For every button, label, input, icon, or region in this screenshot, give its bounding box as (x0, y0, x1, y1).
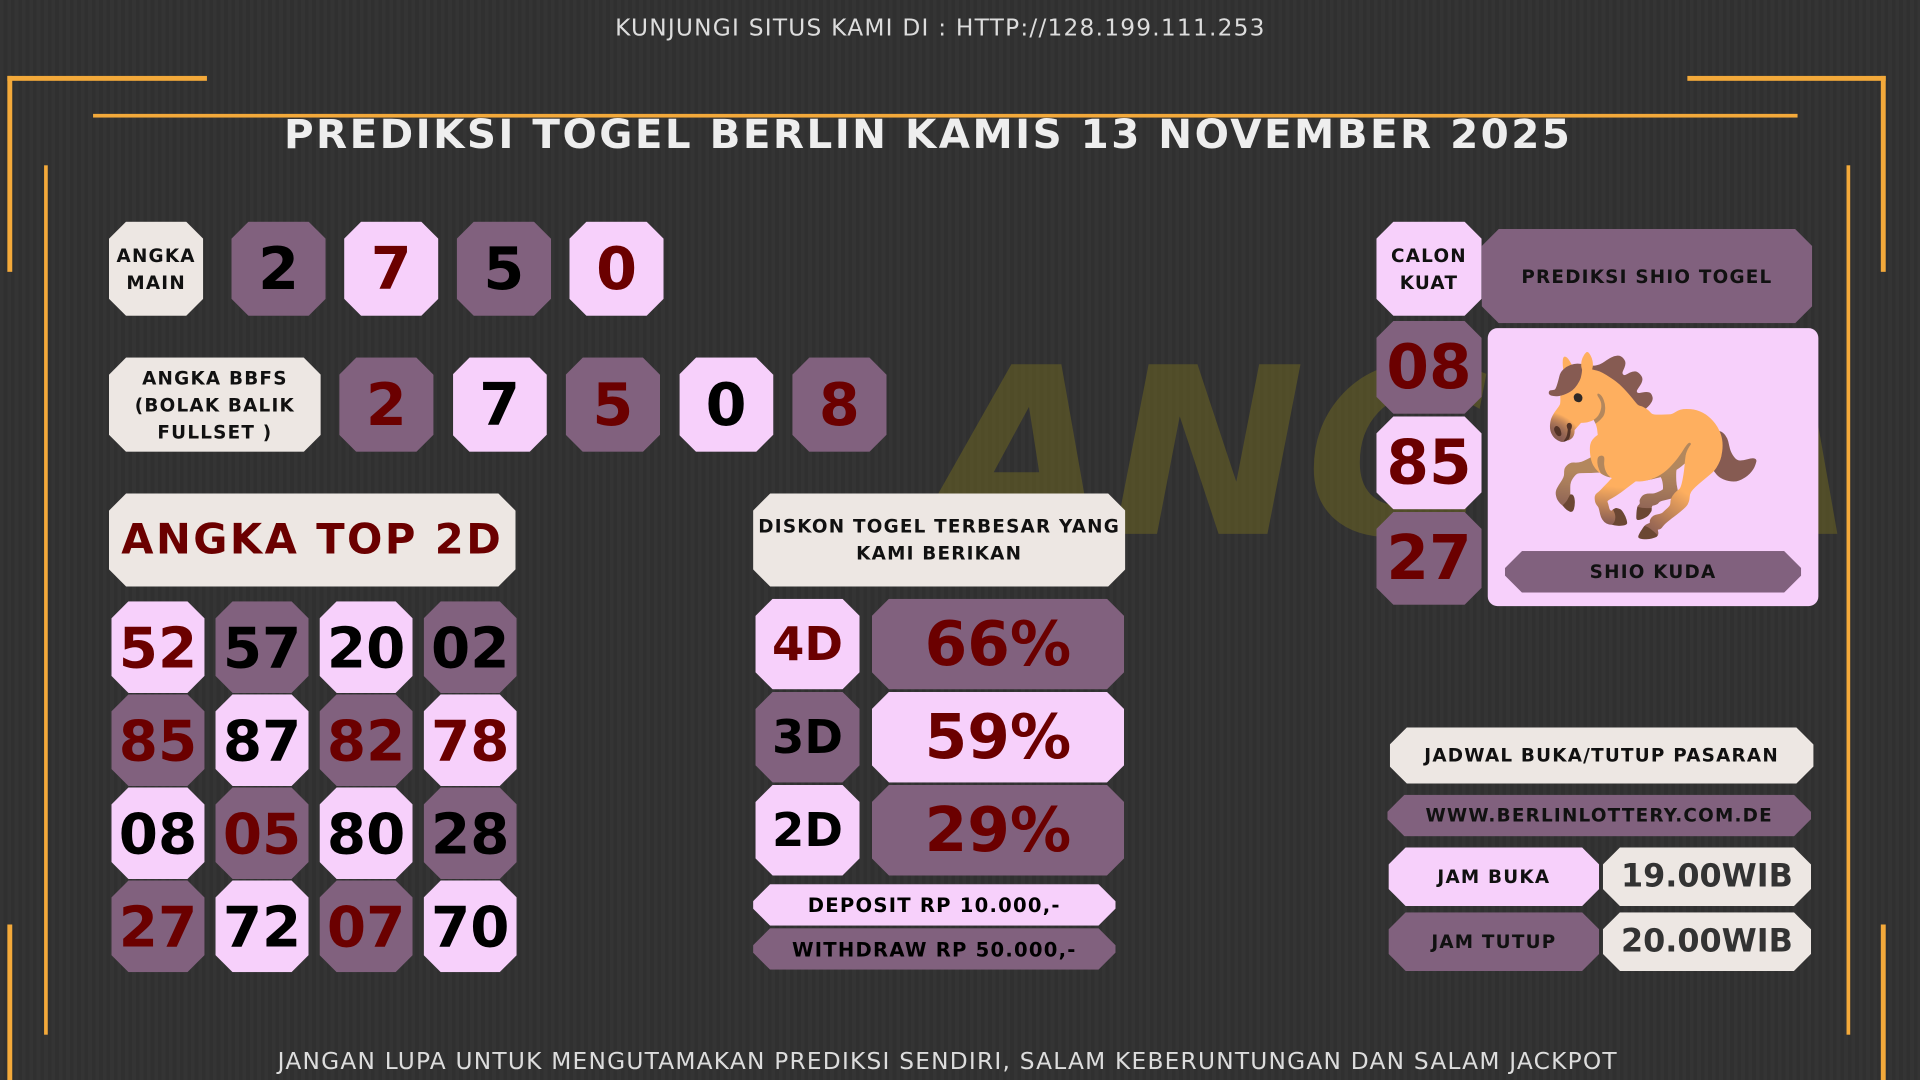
top2d-number: 87 (216, 694, 309, 786)
angka-main-digit: 7 (344, 222, 438, 316)
top2d-number: 72 (216, 880, 309, 972)
diskon-value: 29% (872, 785, 1124, 876)
diskon-type: 3D (756, 692, 860, 783)
top2d-number: 57 (216, 601, 309, 693)
angka-main-label: ANGKA MAIN (109, 222, 203, 316)
diskon-title: DISKON TOGEL TERBESAR YANG KAMI BERIKAN (753, 493, 1125, 586)
top2d-number: 20 (320, 601, 413, 693)
top2d-number: 70 (424, 880, 517, 972)
top2d-number: 02 (424, 601, 517, 693)
bbfs-digit: 0 (679, 358, 773, 452)
diskon-value: 59% (872, 692, 1124, 783)
jam-tutup-value: 20.00WIB (1603, 912, 1811, 971)
frame-line (7, 924, 13, 1080)
jam-buka-value: 19.00WIB (1603, 847, 1811, 906)
top2d-number: 85 (111, 694, 204, 786)
bbfs-label: ANGKA BBFS (BOLAK BALIK FULLSET ) (109, 358, 321, 452)
frame-line (1687, 75, 1886, 81)
frame-line (1880, 924, 1886, 1080)
top2d-number: 05 (216, 787, 309, 879)
top2d-number: 80 (320, 787, 413, 879)
deposit-info: DEPOSIT RP 10.000,- (753, 884, 1115, 926)
bbfs-digit: 8 (792, 358, 886, 452)
top2d-number: 28 (424, 787, 517, 879)
top2d-number: 08 (111, 787, 204, 879)
calon-kuat-number: 85 (1376, 416, 1481, 509)
top2d-number: 07 (320, 880, 413, 972)
jadwal-title: JADWAL BUKA/TUTUP PASARAN (1390, 727, 1814, 783)
frame-line (44, 165, 48, 1035)
site-url[interactable]: KUNJUNGI SITUS KAMI DI : HTTP://128.199.… (615, 14, 1266, 42)
calon-kuat-number: 27 (1376, 512, 1481, 605)
top2d-label: ANGKA TOP 2D (109, 493, 516, 586)
shio-title: PREDIKSI SHIO TOGEL (1482, 229, 1813, 323)
diskon-value: 66% (872, 599, 1124, 690)
withdraw-info: WITHDRAW RP 50.000,- (753, 928, 1115, 970)
frame-line (1846, 165, 1851, 1035)
frame-line (7, 75, 13, 272)
frame-line (1880, 75, 1886, 272)
shio-name: SHIO KUDA (1505, 551, 1801, 593)
top2d-number: 52 (111, 601, 204, 693)
frame-line (7, 75, 207, 81)
jam-tutup-label: JAM TUTUP (1389, 912, 1600, 971)
calon-kuat-label: CALON KUAT (1376, 222, 1481, 316)
title-line (93, 113, 1798, 118)
jam-buka-label: JAM BUKA (1389, 847, 1600, 906)
top2d-number: 27 (111, 880, 204, 972)
top2d-number: 78 (424, 694, 517, 786)
page-title: PREDIKSI TOGEL BERLIN KAMIS 13 NOVEMBER … (283, 110, 1573, 158)
bbfs-digit: 7 (452, 358, 546, 452)
shio-panel: 🐎 SHIO KUDA (1487, 328, 1819, 607)
bbfs-digit: 2 (339, 358, 433, 452)
website-link[interactable]: WWW.BERLINLOTTERY.COM.DE (1387, 795, 1811, 837)
diskon-type: 2D (756, 785, 860, 876)
bbfs-digit: 5 (566, 358, 660, 452)
diskon-type: 4D (756, 599, 860, 690)
calon-kuat-number: 08 (1376, 321, 1481, 414)
top2d-number: 82 (320, 694, 413, 786)
angka-main-digit: 5 (457, 222, 551, 316)
horse-icon: 🐎 (1536, 337, 1766, 552)
angka-main-digit: 2 (231, 222, 325, 316)
footer-text: JANGAN LUPA UNTUK MENGUTAMAKAN PREDIKSI … (277, 1048, 1618, 1076)
angka-main-digit: 0 (569, 222, 663, 316)
